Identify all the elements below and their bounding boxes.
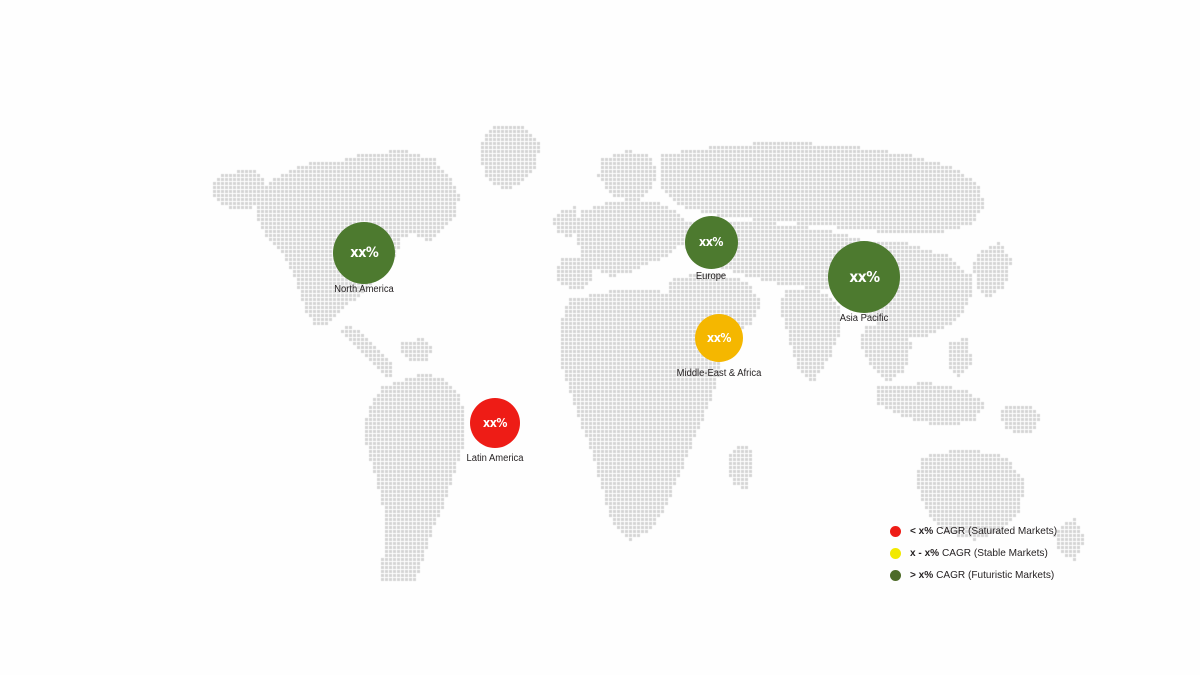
legend: < x% CAGR (Saturated Markets) x - x% CAGR… bbox=[890, 520, 1090, 586]
legend-dot-futuristic bbox=[890, 569, 901, 581]
legend-label-futuristic: > x% CAGR (Futuristic Markets) bbox=[910, 569, 1054, 581]
region-bubble-latin-america[interactable]: xx% bbox=[470, 398, 520, 448]
region-value-middle-east-africa: xx% bbox=[707, 331, 731, 345]
legend-item-futuristic[interactable]: > x% CAGR (Futuristic Markets) bbox=[890, 564, 1090, 586]
region-label-europe: Europe bbox=[695, 271, 727, 282]
legend-dot-saturated bbox=[890, 525, 901, 537]
legend-dot-stable bbox=[890, 547, 901, 559]
region-label-asia-pacific: Asia Pacific bbox=[839, 313, 889, 324]
region-bubble-asia-pacific[interactable]: xx% bbox=[828, 241, 900, 313]
region-value-latin-america: xx% bbox=[483, 416, 507, 430]
legend-item-saturated[interactable]: < x% CAGR (Saturated Markets) bbox=[890, 520, 1090, 542]
legend-label-bold-stable: x - x% bbox=[910, 547, 940, 559]
region-value-north-america: xx% bbox=[349, 245, 379, 261]
region-label-north-america: North America bbox=[334, 284, 394, 295]
legend-label-bold-saturated: < x% bbox=[910, 525, 934, 537]
legend-label-rest-stable: CAGR (Stable Markets) bbox=[939, 547, 1048, 559]
legend-item-stable[interactable]: x - x% CAGR (Stable Markets) bbox=[890, 542, 1090, 564]
region-bubble-north-america[interactable]: xx% bbox=[333, 222, 395, 284]
region-label-middle-east-africa: Middle-East & Africa bbox=[676, 368, 762, 379]
legend-label-saturated: < x% CAGR (Saturated Markets) bbox=[910, 525, 1057, 537]
region-bubble-europe[interactable]: xx% bbox=[684, 215, 738, 269]
region-value-asia-pacific: xx% bbox=[848, 267, 880, 286]
region-bubble-middle-east-africa[interactable]: xx% bbox=[695, 314, 743, 362]
legend-label-rest-futuristic: CAGR (Futuristic Markets) bbox=[933, 569, 1055, 581]
region-value-europe: xx% bbox=[699, 235, 723, 249]
region-label-latin-america: Latin America bbox=[466, 453, 524, 464]
legend-label-bold-futuristic: > x% bbox=[910, 569, 934, 581]
legend-label-rest-saturated: CAGR (Saturated Markets) bbox=[933, 525, 1058, 537]
legend-label-stable: x - x% CAGR (Stable Markets) bbox=[910, 547, 1048, 559]
